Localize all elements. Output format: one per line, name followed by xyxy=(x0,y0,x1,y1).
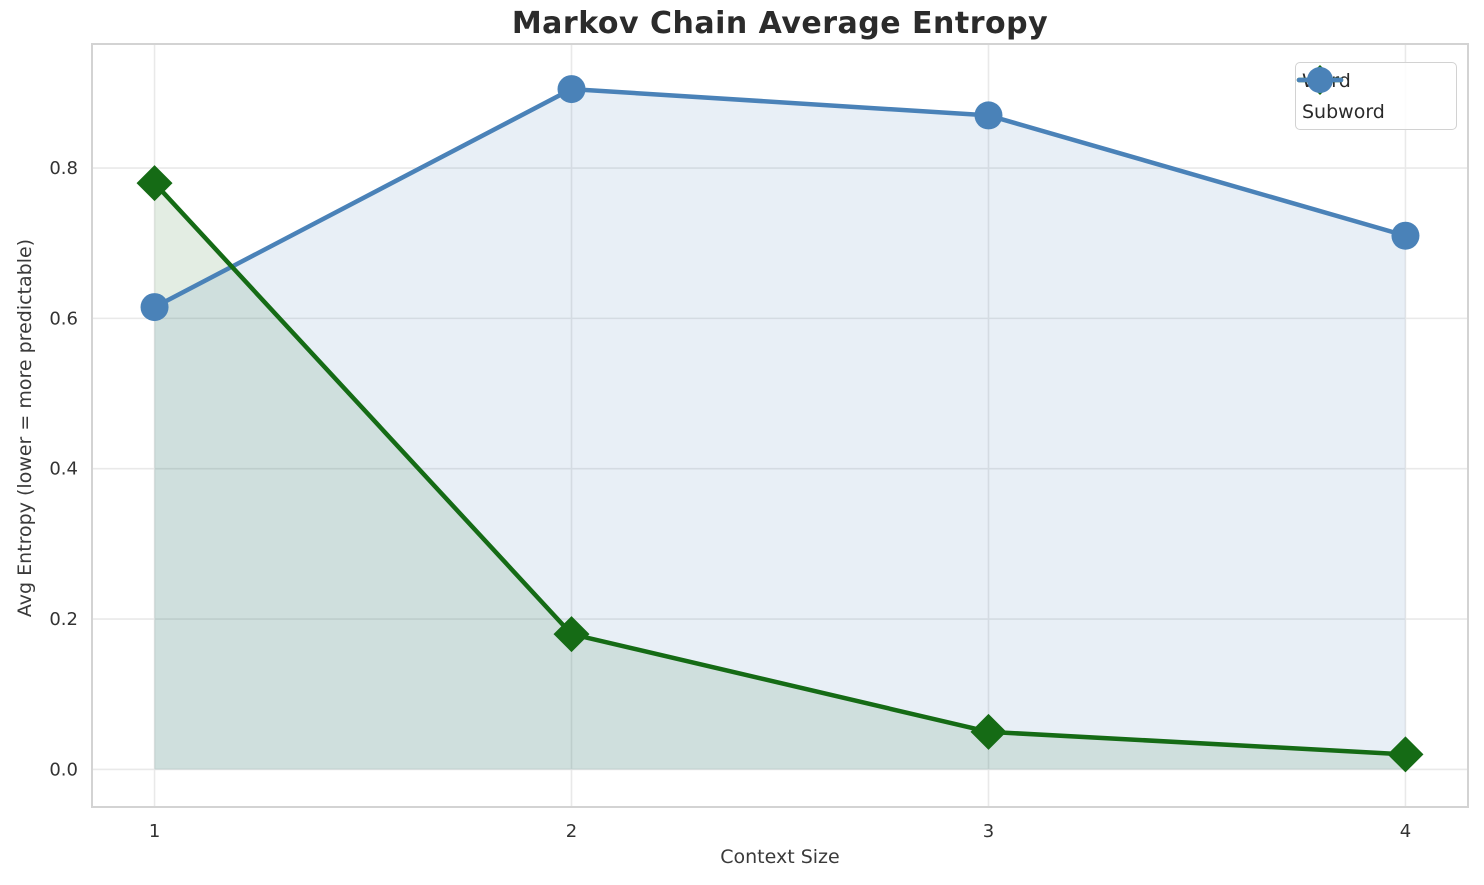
marker-word-diamond xyxy=(553,616,590,653)
legend-item-subword: Subword xyxy=(1296,67,1448,127)
y-tick-label: 0.8 xyxy=(49,158,78,179)
chart-title: Markov Chain Average Entropy xyxy=(511,6,1049,41)
line-subword xyxy=(152,86,1408,310)
marker-subword-circle xyxy=(557,75,586,104)
marker-word-diamond xyxy=(1387,736,1424,773)
area-subword xyxy=(154,89,1406,770)
x-tick-label: 1 xyxy=(149,821,160,842)
legend-label: Subword xyxy=(1302,100,1385,123)
x-tick-label: 4 xyxy=(1400,821,1411,842)
legend-circle-glyph xyxy=(1307,67,1333,93)
marker-subword-circle xyxy=(140,293,169,322)
y-tick-label: 0.2 xyxy=(49,609,78,630)
y-tick-label: 0.0 xyxy=(49,759,78,780)
marker-subword-circle xyxy=(1391,221,1420,250)
legend: WordSubword xyxy=(1295,62,1457,130)
y-tick-label: 0.4 xyxy=(49,459,78,480)
marker-word-diamond xyxy=(136,165,173,202)
x-tick-label: 3 xyxy=(983,821,994,842)
legend-circle-marker-icon xyxy=(1296,67,1344,93)
x-tick-label: 2 xyxy=(566,821,577,842)
plot-border xyxy=(91,43,1469,808)
y-tick-label: 0.6 xyxy=(49,308,78,329)
area-word xyxy=(154,183,1406,770)
x-axis-label: Context Size xyxy=(720,846,840,868)
marker-word-diamond xyxy=(970,713,1007,750)
marker-subword-circle xyxy=(974,101,1003,130)
line-word xyxy=(152,180,1408,757)
